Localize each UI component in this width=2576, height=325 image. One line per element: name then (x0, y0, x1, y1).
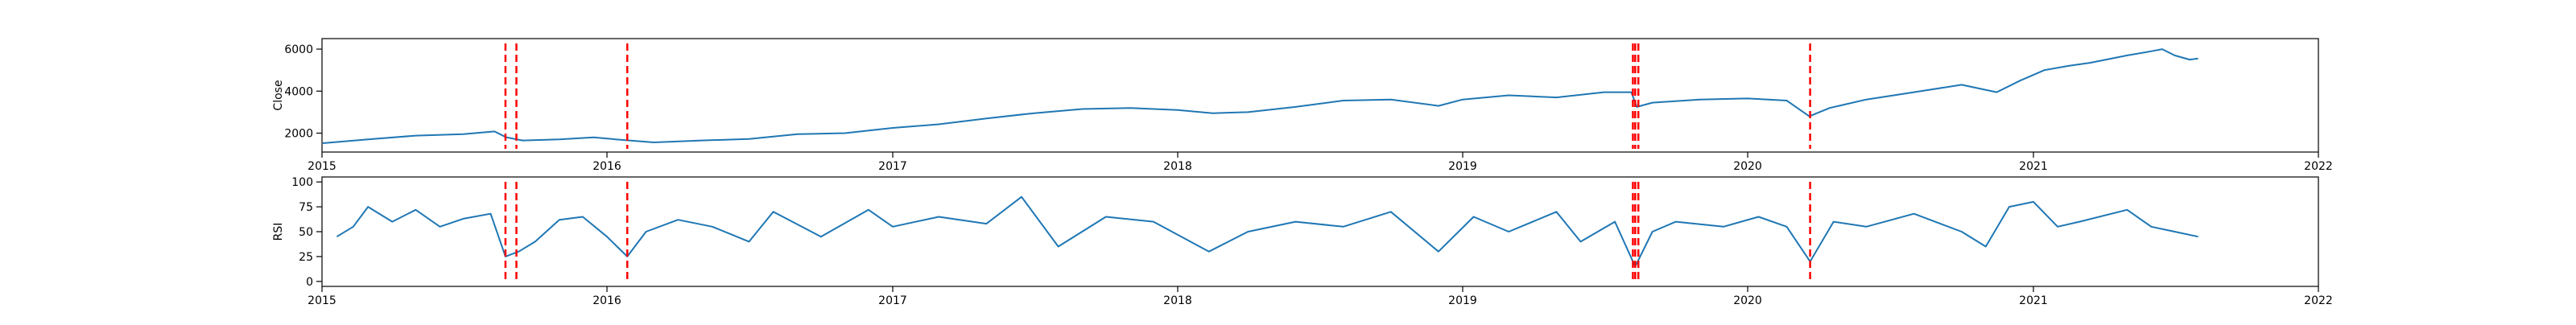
panel-2-ytick-label: 0 (306, 276, 313, 289)
panel-2-xtick-label: 2021 (2019, 294, 2048, 307)
panel-1-xtick-label: 2015 (308, 160, 336, 173)
panel-2-xtick-label: 2015 (308, 294, 336, 307)
panel-1-series-line-1 (322, 48, 2198, 144)
panel-2-axes-frame (321, 176, 2319, 287)
panel-1-xtick-label: 2019 (1448, 160, 1477, 173)
panel-2-xtick-label: 2022 (2304, 294, 2333, 307)
panel-1-ytick-label: 2000 (284, 128, 313, 141)
panel-1-xtick-label: 2016 (592, 160, 621, 173)
panel-2-ytick-label: 75 (299, 201, 313, 214)
panel-1: 2015 2016 2017 2018 2019 2020 2021 2022 2000 4000… (272, 38, 2333, 173)
panel-2-ytick-label: 100 (291, 176, 313, 189)
panel-2-xtick-label: 2016 (592, 294, 621, 307)
panel-1-xtick-label: 2017 (878, 160, 907, 173)
panel-2-xtick-label: 2019 (1448, 294, 1477, 307)
panel-2-series-line-1 (336, 195, 2198, 268)
panel-2-ylabel: RSI (272, 223, 285, 241)
panel-1-ylabel: Close (272, 80, 285, 110)
panel-1-xtick-label: 2020 (1733, 160, 1762, 173)
panel-2-ytick-label: 25 (299, 251, 313, 264)
panel-1-xtick-label: 2022 (2304, 160, 2333, 173)
panel-1-xtick-label: 2018 (1163, 160, 1192, 173)
panel-2-xtick-label: 2017 (878, 294, 907, 307)
panel-2-xtick-label: 2018 (1163, 294, 1192, 307)
panel-2-xtick-label: 2020 (1733, 294, 1762, 307)
panel-1-ytick-label: 4000 (284, 85, 313, 98)
panel-2: 2015 2016 2017 2018 2019 2020 2021 2022 0 25 50 75 1… (272, 176, 2333, 307)
panel-1-ytick-label: 6000 (284, 43, 313, 56)
panel-1-axes-frame (321, 38, 2319, 153)
panel-1-xtick-label: 2021 (2019, 160, 2048, 173)
panel-2-ytick-label: 50 (299, 226, 313, 239)
